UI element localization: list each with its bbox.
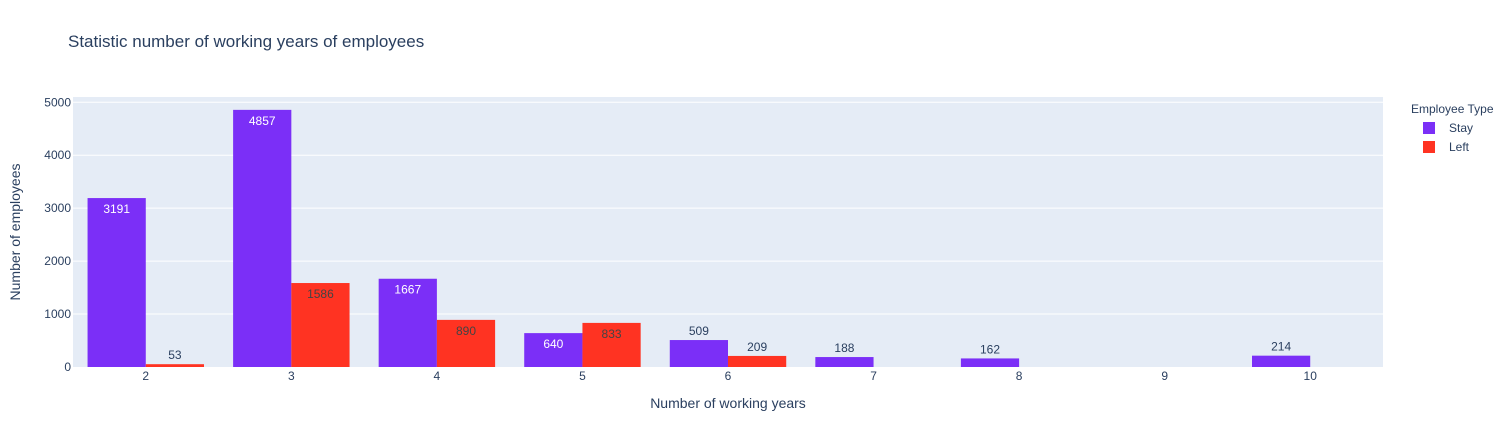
legend-label: Left xyxy=(1449,140,1470,154)
bar-value-label: 53 xyxy=(168,348,182,362)
legend-swatch xyxy=(1423,122,1435,134)
bar-stay xyxy=(815,357,874,367)
x-axis-title: Number of working years xyxy=(650,395,806,411)
bar-value-label: 209 xyxy=(747,340,767,354)
legend-swatch xyxy=(1423,141,1435,153)
x-tick-label: 9 xyxy=(1161,369,1168,383)
chart-title: Statistic number of working years of emp… xyxy=(68,32,424,51)
y-tick-labels: 0 1000 2000 3000 4000 5000 xyxy=(44,95,71,374)
legend-label: Stay xyxy=(1449,121,1473,135)
bar-left xyxy=(145,364,204,367)
bar-stay xyxy=(1252,355,1311,367)
bar-stay xyxy=(378,278,437,367)
x-tick-label: 2 xyxy=(142,369,149,383)
y-tick-label: 0 xyxy=(64,360,71,374)
bar-value-label: 890 xyxy=(456,324,476,338)
legend-items: Stay Left xyxy=(1423,121,1473,154)
y-tick-label: 2000 xyxy=(44,254,71,268)
bar-value-label: 1586 xyxy=(307,287,334,301)
bar-labels: 3191 4857 1667 640 509 188 162 214 53 1586 890 833 2… xyxy=(103,114,1291,362)
y-tick-label: 3000 xyxy=(44,201,71,215)
y-tick-label: 5000 xyxy=(44,95,71,109)
bar-left xyxy=(291,283,350,367)
x-tick-label: 5 xyxy=(579,369,586,383)
bar-value-label: 1667 xyxy=(394,283,421,297)
bar-stay xyxy=(87,198,146,367)
bar-stay xyxy=(960,358,1020,367)
y-axis-title: Number of employees xyxy=(7,164,23,301)
bar-value-label: 640 xyxy=(543,337,563,351)
bar-stay xyxy=(524,333,583,367)
bar-value-label: 833 xyxy=(602,327,622,341)
legend: Employee Type Stay Left xyxy=(1411,102,1494,154)
bar-value-label: 509 xyxy=(689,324,709,338)
x-tick-labels: 2 3 4 5 6 7 8 9 10 xyxy=(142,369,1317,383)
bar-left xyxy=(582,322,641,367)
x-tick-label: 10 xyxy=(1304,369,1318,383)
bar-value-label: 162 xyxy=(980,342,1000,356)
legend-title: Employee Type xyxy=(1411,102,1494,116)
bar-value-label: 3191 xyxy=(103,202,130,216)
x-tick-label: 7 xyxy=(870,369,877,383)
bar-left xyxy=(436,319,496,367)
bar-value-label: 4857 xyxy=(249,114,276,128)
x-tick-label: 3 xyxy=(288,369,295,383)
y-tick-label: 4000 xyxy=(44,148,71,162)
bar-left xyxy=(728,355,787,367)
bar-stay xyxy=(669,340,728,367)
x-tick-label: 8 xyxy=(1016,369,1023,383)
bar-stay xyxy=(233,109,292,367)
bars xyxy=(87,109,1311,367)
x-tick-label: 6 xyxy=(725,369,732,383)
x-tick-label: 4 xyxy=(434,369,441,383)
bar-value-label: 214 xyxy=(1271,340,1291,354)
y-tick-label: 1000 xyxy=(44,307,71,321)
bar-value-label: 188 xyxy=(834,341,854,355)
